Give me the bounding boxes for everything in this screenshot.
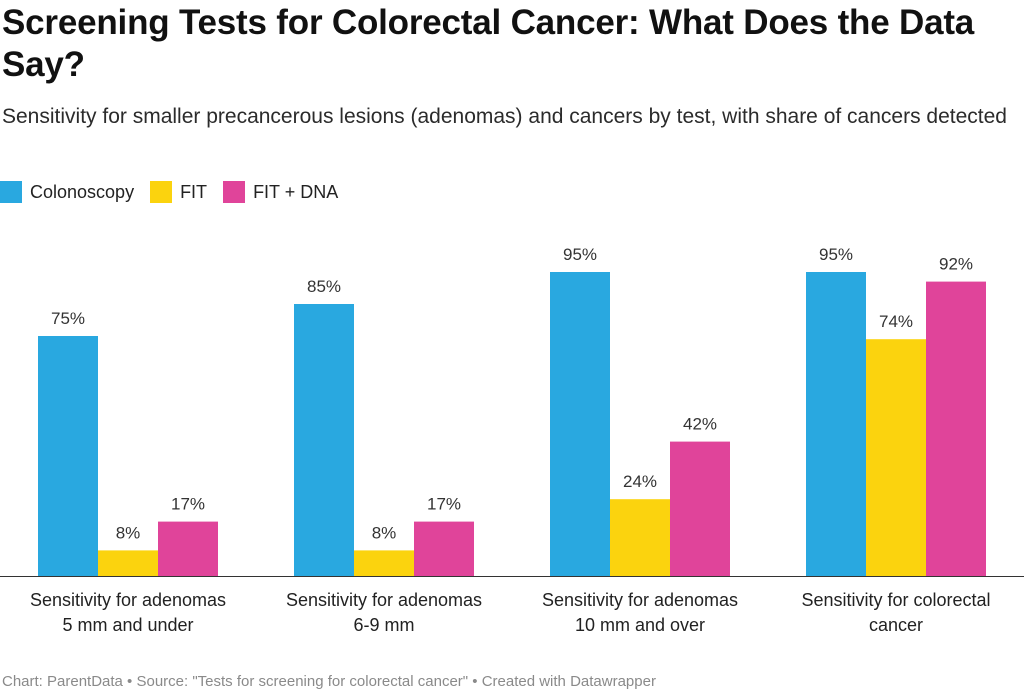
legend-label-fit-dna: FIT + DNA <box>253 181 339 202</box>
legend-item-fit: FIT <box>150 181 207 203</box>
bar-fit-1 <box>354 550 414 576</box>
chart-subtitle: Sensitivity for smaller precancerous les… <box>2 105 1007 128</box>
bar-fit-dna-2 <box>670 441 730 576</box>
data-label-colonoscopy-3: 95% <box>819 245 853 264</box>
bar-colonoscopy-1 <box>294 304 354 576</box>
bar-fit-dna-3 <box>926 281 986 576</box>
data-label-colonoscopy-2: 95% <box>563 245 597 264</box>
category-label-2: Sensitivity for adenomas 10 mm and over <box>542 590 738 635</box>
data-label-fit-1: 8% <box>372 523 397 542</box>
chart-footer: Chart: ParentData • Source: "Tests for s… <box>2 673 656 690</box>
legend-swatch-fit <box>150 181 173 203</box>
legend-item-fit-dna: FIT + DNA <box>223 181 338 203</box>
data-label-fit-0: 8% <box>116 523 141 542</box>
legend-label-fit: FIT <box>180 181 208 202</box>
data-label-fit-dna-0: 17% <box>171 495 205 514</box>
bar-colonoscopy-0 <box>38 336 98 576</box>
data-label-fit-dna-1: 17% <box>427 495 461 514</box>
category-label-0: Sensitivity for adenomas 5 mm and under <box>30 590 226 635</box>
legend-swatch-fit-dna <box>223 181 246 203</box>
bar-fit-0 <box>98 550 158 576</box>
legend-swatch-colonoscopy <box>0 181 22 203</box>
bar-colonoscopy-2 <box>550 272 610 576</box>
data-label-fit-dna-3: 92% <box>939 255 973 274</box>
data-label-fit-3: 74% <box>879 312 913 331</box>
category-label-1: Sensitivity for adenomas 6-9 mm <box>286 590 482 635</box>
legend: Colonoscopy FIT FIT + DNA <box>0 178 354 206</box>
data-label-colonoscopy-1: 85% <box>307 277 341 296</box>
data-label-colonoscopy-0: 75% <box>51 309 85 328</box>
bar-fit-dna-0 <box>158 521 218 576</box>
bar-fit-dna-1 <box>414 521 474 576</box>
category-label-3: Sensitivity for colorectal cancer <box>801 590 990 635</box>
data-label-fit-dna-2: 42% <box>683 415 717 434</box>
legend-label-colonoscopy: Colonoscopy <box>30 181 135 202</box>
bar-fit-3 <box>866 339 926 576</box>
legend-item-colonoscopy: Colonoscopy <box>0 181 134 203</box>
data-label-fit-2: 24% <box>623 472 657 491</box>
bar-fit-2 <box>610 499 670 576</box>
chart-title: Screening Tests for Colorectal Cancer: W… <box>2 3 975 84</box>
bar-colonoscopy-3 <box>806 272 866 576</box>
bar-chart: 75% 8% 17% Sensitivity for adenomas 5 mm and… <box>0 245 1024 635</box>
